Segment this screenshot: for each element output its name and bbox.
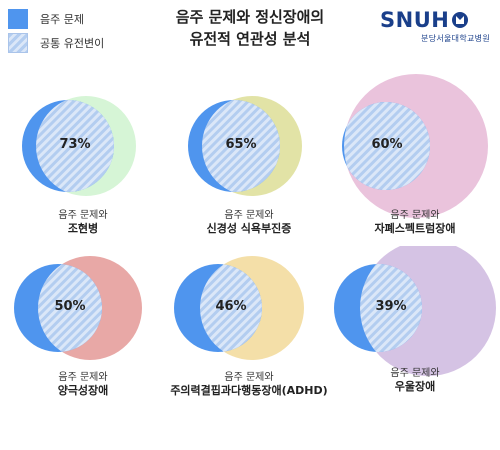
panel-caption-disorder: 자폐스펙트럼장애: [374, 222, 456, 235]
legend: 음주 문제 공통 유전변이: [8, 8, 104, 56]
logo-symbol-icon: [452, 12, 469, 28]
snuh-logo: SNUH 분당서울대학교병원: [380, 8, 492, 44]
panel-caption-line-1: 음주 문제와: [390, 210, 440, 221]
venn-panel-3: 60% 음주 문제와 자폐스펙트럼장애: [332, 74, 498, 274]
panel-caption-line-1: 음주 문제와: [224, 372, 274, 383]
panel-caption-line-1: 음주 문제와: [224, 210, 274, 221]
venn-panel-1: 73% 음주 문제와 조현병: [0, 88, 166, 288]
title-line-1: 음주 문제와 정신장애의: [175, 8, 325, 26]
shared-variant-overlap: [200, 264, 262, 352]
venn-diagram: [188, 96, 302, 196]
venn-panel-2: 65% 음주 문제와 신경성 식욕부진증: [166, 88, 332, 288]
overlap-percent: 39%: [375, 299, 407, 314]
venn-diagram: [14, 256, 142, 360]
shared-variant-overlap: [344, 102, 430, 190]
venn-panel-6: 39% 음주 문제와 우울장애: [332, 246, 498, 446]
legend-label-shared-variants: 공통 유전변이: [40, 37, 105, 50]
venn-panel-5: 46% 음주 문제와 주의력결핍과다행동장애(ADHD): [166, 250, 332, 450]
panel-caption-disorder: 우울장애: [394, 380, 436, 393]
panel-caption-disorder: 주의력결핍과다행동장애(ADHD): [170, 384, 328, 397]
logo-subtitle: 분당서울대학교병원: [421, 34, 490, 43]
legend-swatch-shared-variants: [8, 33, 28, 53]
panel-caption-line-1: 음주 문제와: [58, 372, 108, 383]
venn-diagram: [334, 246, 496, 376]
venn-diagram: [342, 74, 488, 218]
title-line-2: 유전적 연관성 분석: [189, 30, 311, 48]
legend-item-alcohol: 음주 문제: [8, 8, 104, 30]
venn-panel-4: 50% 음주 문제와 양극성장애: [0, 250, 166, 450]
shared-variant-overlap: [38, 264, 102, 352]
legend-swatch-alcohol: [8, 9, 28, 29]
panel-caption-line-1: 음주 문제와: [390, 368, 440, 379]
page-title: 음주 문제와 정신장애의 유전적 연관성 분석: [150, 6, 350, 50]
overlap-percent: 50%: [54, 299, 86, 314]
panel-caption-disorder: 신경성 식욕부진증: [206, 222, 292, 235]
legend-label-alcohol: 음주 문제: [40, 13, 84, 26]
shared-variant-overlap: [360, 264, 422, 352]
panel-caption-disorder: 조현병: [67, 222, 99, 235]
logo-wordmark: SNUH: [380, 8, 492, 32]
legend-item-shared-variants: 공통 유전변이: [8, 32, 104, 54]
overlap-percent: 46%: [215, 299, 247, 314]
overlap-percent: 60%: [371, 137, 403, 152]
overlap-percent: 73%: [59, 137, 91, 152]
venn-diagram: [174, 256, 304, 360]
panel-caption-disorder: 양극성장애: [57, 384, 109, 397]
panel-caption-line-1: 음주 문제와: [58, 210, 108, 221]
logo-wordmark-text: SNUH: [380, 8, 450, 32]
venn-diagram: [22, 96, 136, 196]
overlap-percent: 65%: [225, 137, 257, 152]
